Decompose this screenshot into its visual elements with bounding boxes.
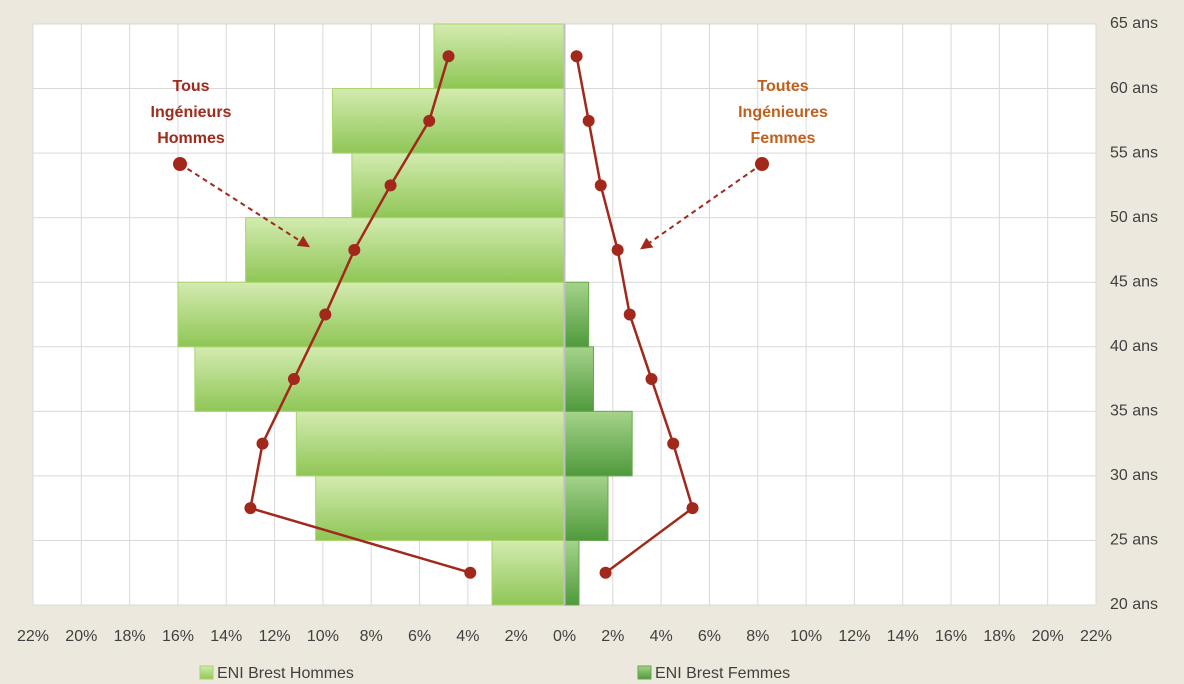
x-tick-label: 14%: [210, 628, 242, 645]
x-tick-label: 12%: [838, 628, 870, 645]
bar: [351, 152, 565, 219]
line-marker: [442, 50, 455, 63]
bar: [315, 475, 566, 541]
legend-label: ENI Brest Hommes: [217, 665, 354, 682]
bar: [332, 88, 565, 154]
legend-label: ENI Brest Femmes: [655, 665, 790, 682]
x-tick-label: 22%: [1080, 628, 1112, 645]
bar: [177, 281, 565, 348]
bar: [295, 410, 565, 477]
line-marker: [594, 179, 607, 192]
legend-swatch: [199, 665, 214, 680]
x-tick-label: 18%: [983, 628, 1015, 645]
x-tick-label: 10%: [307, 628, 339, 645]
y-tick-label: 40 ans: [1110, 338, 1158, 355]
line-marker: [244, 502, 257, 515]
x-tick-label: 12%: [259, 628, 291, 645]
bar: [433, 23, 566, 90]
line-marker: [686, 502, 699, 515]
legend-swatch: [637, 665, 652, 680]
x-tick-label: 18%: [114, 628, 146, 645]
x-tick-label: 2%: [601, 628, 624, 645]
annotation-dot: [755, 157, 769, 171]
line-marker: [319, 308, 332, 321]
annotation-dot: [173, 157, 187, 171]
annotation-arrow: [640, 163, 763, 250]
bar: [564, 346, 594, 412]
y-tick-label: 35 ans: [1110, 403, 1158, 420]
annotation-arrow: [179, 163, 311, 248]
bar: [564, 281, 590, 348]
line-marker: [582, 114, 595, 127]
line-marker: [287, 373, 300, 386]
line-marker: [384, 179, 397, 192]
x-tick-label: 20%: [1032, 628, 1064, 645]
line-marker: [348, 243, 361, 256]
bar: [564, 475, 609, 541]
bar: [194, 346, 565, 412]
line-marker: [256, 437, 269, 450]
line-marker: [570, 50, 583, 63]
annotation: Femmes: [751, 130, 816, 147]
x-tick-label: 2%: [505, 628, 528, 645]
bar: [564, 539, 580, 606]
x-tick-label: 6%: [698, 628, 721, 645]
x-tick-label: 0%: [553, 628, 576, 645]
line-marker: [611, 243, 624, 256]
x-tick-label: 16%: [935, 628, 967, 645]
bar: [491, 539, 566, 606]
x-tick-label: 8%: [746, 628, 769, 645]
x-tick-label: 20%: [65, 628, 97, 645]
y-tick-label: 30 ans: [1110, 467, 1158, 484]
line-marker: [599, 566, 612, 579]
line-marker: [623, 308, 636, 321]
y-tick-label: 55 ans: [1110, 144, 1158, 161]
x-tick-label: 14%: [887, 628, 919, 645]
annotation: Hommes: [157, 130, 225, 147]
y-tick-label: 20 ans: [1110, 596, 1158, 613]
bar: [564, 410, 633, 477]
line-marker: [667, 437, 680, 450]
x-tick-label: 16%: [162, 628, 194, 645]
y-tick-label: 25 ans: [1110, 532, 1158, 549]
x-tick-label: 8%: [360, 628, 383, 645]
line-marker: [645, 373, 658, 386]
line-marker: [423, 114, 436, 127]
x-tick-label: 6%: [408, 628, 431, 645]
x-tick-label: 10%: [790, 628, 822, 645]
x-tick-label: 4%: [650, 628, 673, 645]
line-marker: [464, 566, 477, 579]
y-tick-label: 65 ans: [1110, 15, 1158, 32]
annotation: Ingénieurs: [151, 104, 232, 121]
x-tick-label: 22%: [17, 628, 49, 645]
annotation: Toutes: [757, 78, 808, 95]
y-tick-label: 45 ans: [1110, 273, 1158, 290]
annotation: Tous: [172, 78, 209, 95]
y-tick-label: 60 ans: [1110, 80, 1158, 97]
bar: [245, 217, 565, 283]
y-tick-label: 50 ans: [1110, 209, 1158, 226]
annotation: Ingénieures: [738, 104, 828, 121]
x-tick-label: 4%: [456, 628, 479, 645]
